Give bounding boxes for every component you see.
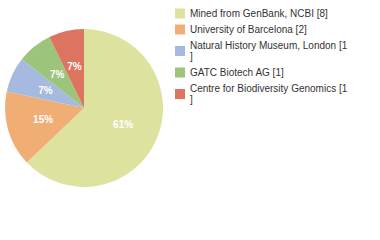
svg-text:]: ] bbox=[190, 94, 193, 105]
svg-text:61%: 61% bbox=[113, 119, 133, 130]
svg-text:Centre for Biodiversity Genomi: Centre for Biodiversity Genomics [1 bbox=[190, 83, 348, 94]
svg-text:7%: 7% bbox=[50, 69, 65, 80]
svg-text:7%: 7% bbox=[67, 61, 82, 72]
svg-text:Mined from GenBank, NCBI [8]: Mined from GenBank, NCBI [8] bbox=[190, 8, 328, 19]
svg-text:University of Barcelona [2]: University of Barcelona [2] bbox=[190, 24, 307, 35]
svg-text:7%: 7% bbox=[38, 85, 53, 96]
svg-text:Natural History Museum, London: Natural History Museum, London [1 bbox=[190, 40, 348, 51]
svg-text:]: ] bbox=[190, 51, 193, 62]
svg-text:GATC Biotech AG [1]: GATC Biotech AG [1] bbox=[190, 67, 284, 78]
svg-text:15%: 15% bbox=[33, 114, 53, 125]
